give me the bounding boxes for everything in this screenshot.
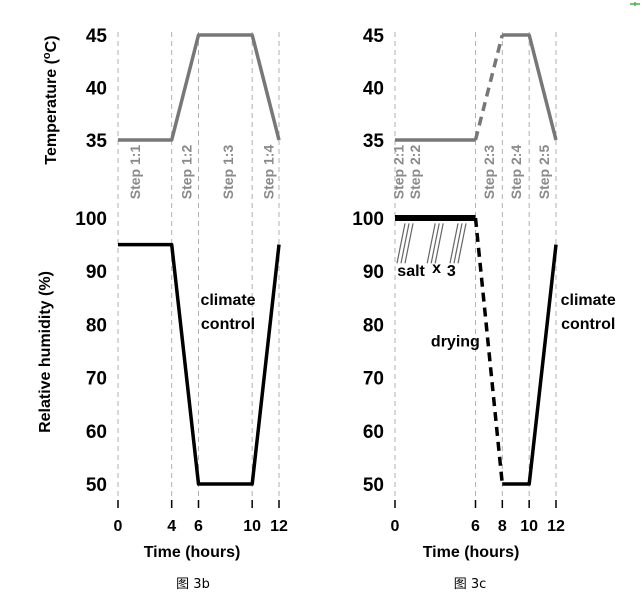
step-label: Step 1:2 bbox=[178, 145, 194, 200]
salt-mark bbox=[426, 223, 436, 264]
x-tick-label: 6 bbox=[194, 518, 203, 535]
series bbox=[118, 33, 281, 486]
annotation-label: drying bbox=[431, 333, 480, 350]
series-line bbox=[118, 242, 281, 486]
annotations: salt x 3 drying climate control bbox=[397, 260, 616, 350]
x-ticks: 0 6 8 10 12 bbox=[391, 500, 565, 535]
step-label: Step 2:4 bbox=[508, 145, 524, 200]
temperature-ticks: 35 40 45 bbox=[363, 26, 385, 152]
annotation-label: climate bbox=[561, 292, 616, 309]
series-line bbox=[502, 244, 558, 486]
annotation-label: salt bbox=[397, 263, 425, 280]
y-tick-label: 60 bbox=[363, 422, 384, 443]
salt-mark bbox=[404, 223, 414, 264]
y-tick-label: 90 bbox=[363, 262, 384, 283]
humidity-ticks: 50 60 70 80 90 100 bbox=[75, 209, 107, 496]
salt-mark bbox=[453, 223, 463, 264]
x-axis-title: Time (hours) bbox=[423, 544, 520, 561]
x-ticks: 0 4 6 10 12 bbox=[114, 500, 288, 535]
y-tick-label: 35 bbox=[86, 131, 108, 152]
step-guides bbox=[117, 32, 280, 506]
temperature-axis-title: Temperature (oC) bbox=[41, 35, 60, 164]
y-tick-label: 70 bbox=[363, 369, 384, 390]
y-tick-label: 80 bbox=[86, 315, 107, 336]
x-tick-label: 10 bbox=[243, 518, 261, 535]
salt-mark bbox=[434, 223, 444, 264]
salt-marks bbox=[396, 223, 467, 264]
corner-mark-icon bbox=[630, 2, 640, 6]
x-tick-label: 0 bbox=[391, 518, 400, 535]
salt-mark bbox=[449, 223, 459, 264]
figure-caption-3b: 图 3b bbox=[176, 577, 210, 592]
y-tick-label: 60 bbox=[86, 422, 107, 443]
humidity-axis-title: Relative humidity (%) bbox=[37, 271, 54, 433]
annotation-label: climate bbox=[200, 292, 255, 309]
annotation-label: x bbox=[432, 260, 441, 277]
series bbox=[395, 33, 558, 486]
salt-mark bbox=[430, 223, 440, 264]
annotations: climate control bbox=[200, 292, 255, 333]
y-tick-label: 40 bbox=[86, 79, 107, 100]
x-axis-title: Time (hours) bbox=[144, 544, 241, 561]
y-tick-label: 40 bbox=[363, 79, 384, 100]
x-tick-label: 0 bbox=[114, 518, 123, 535]
y-tick-label: 100 bbox=[75, 209, 107, 230]
step-labels: Step 2:1 Step 2:2 Step 2:3 Step 2:4 Step 2:5 bbox=[390, 145, 552, 200]
series-line bbox=[118, 33, 281, 142]
x-tick-label: 8 bbox=[498, 518, 507, 535]
y-tick-label: 45 bbox=[86, 26, 108, 47]
salt-mark bbox=[457, 223, 467, 264]
y-tick-label: 45 bbox=[363, 26, 385, 47]
x-tick-label: 12 bbox=[547, 518, 565, 535]
step-label: Step 2:1 bbox=[390, 145, 406, 200]
x-tick-label: 12 bbox=[270, 518, 288, 535]
y-tick-label: 70 bbox=[86, 369, 107, 390]
temperature-ticks: 35 40 45 bbox=[86, 26, 108, 152]
figure-caption-3c: 图 3c bbox=[454, 577, 487, 592]
step-label: Step 2:3 bbox=[481, 145, 497, 200]
x-tick-label: 10 bbox=[520, 518, 538, 535]
x-tick-label: 4 bbox=[167, 518, 176, 535]
salt-mark bbox=[400, 223, 410, 264]
series-line bbox=[473, 34, 504, 141]
step-label: Step 1:1 bbox=[127, 145, 143, 200]
annotation-label: control bbox=[201, 316, 255, 333]
y-tick-label: 35 bbox=[363, 131, 385, 152]
y-tick-label: 90 bbox=[86, 262, 107, 283]
step-label: Step 2:5 bbox=[536, 145, 552, 200]
salt-mark bbox=[396, 223, 406, 264]
step-labels: Step 1:1 Step 1:2 Step 1:3 Step 1:4 bbox=[127, 145, 276, 200]
y-tick-label: 50 bbox=[363, 475, 384, 496]
annotation-label: control bbox=[561, 316, 615, 333]
x-tick-label: 6 bbox=[471, 518, 480, 535]
humidity-ticks: 50 60 70 80 90 100 bbox=[352, 209, 384, 496]
y-tick-label: 80 bbox=[363, 315, 384, 336]
annotation-label: 3 bbox=[447, 263, 456, 280]
step-guides bbox=[394, 32, 557, 506]
y-tick-label: 100 bbox=[352, 209, 384, 230]
step-label: Step 1:3 bbox=[220, 145, 236, 200]
step-label: Step 1:4 bbox=[260, 145, 276, 200]
y-tick-label: 50 bbox=[86, 475, 107, 496]
series-line bbox=[502, 33, 558, 141]
step-label: Step 2:2 bbox=[407, 145, 423, 200]
